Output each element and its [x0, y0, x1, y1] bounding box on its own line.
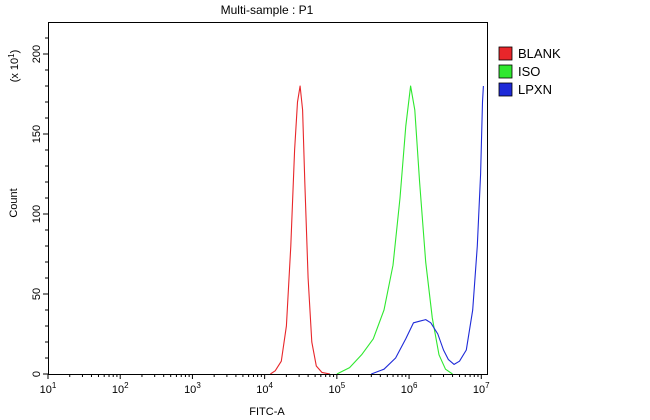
y-tick-label: 0	[31, 371, 43, 377]
y-axis-title: Count	[8, 188, 20, 217]
legend-label-iso: ISO	[518, 64, 540, 79]
legend-label-lpxn: LPXN	[518, 82, 552, 97]
series-line-iso	[336, 85, 453, 375]
x-tick-label: 101	[40, 381, 57, 396]
x-tick-label: 102	[112, 381, 129, 396]
legend: BLANK ISO LPXN	[498, 46, 561, 97]
legend-label-blank: BLANK	[518, 46, 561, 61]
x-axis-title: FITC-A	[249, 406, 285, 418]
y-axis: 0 50 100 150 200	[31, 37, 48, 377]
series-line-blank	[270, 85, 331, 375]
x-axis: 101 102 103 104 105 106 107	[40, 374, 490, 396]
y-tick-label: 50	[31, 288, 43, 300]
legend-swatch-lpxn	[498, 82, 513, 97]
x-tick-label: 107	[473, 381, 490, 396]
plot-frame	[48, 22, 488, 375]
y-tick-label: 150	[31, 125, 43, 143]
x-tick-label: 103	[184, 381, 201, 396]
y-tick-label: 200	[31, 45, 43, 63]
x-tick-label: 105	[329, 381, 346, 396]
y-multiplier-label: (x 101)	[7, 50, 21, 83]
legend-swatch-iso	[498, 64, 513, 79]
y-tick-label: 100	[31, 205, 43, 223]
x-tick-label: 104	[256, 381, 273, 396]
legend-swatch-blank	[498, 46, 513, 61]
series-line-lpxn	[371, 85, 484, 375]
series-layer	[270, 85, 484, 375]
x-tick-label: 106	[401, 381, 418, 396]
chart-title: Multi-sample : P1	[221, 3, 314, 17]
